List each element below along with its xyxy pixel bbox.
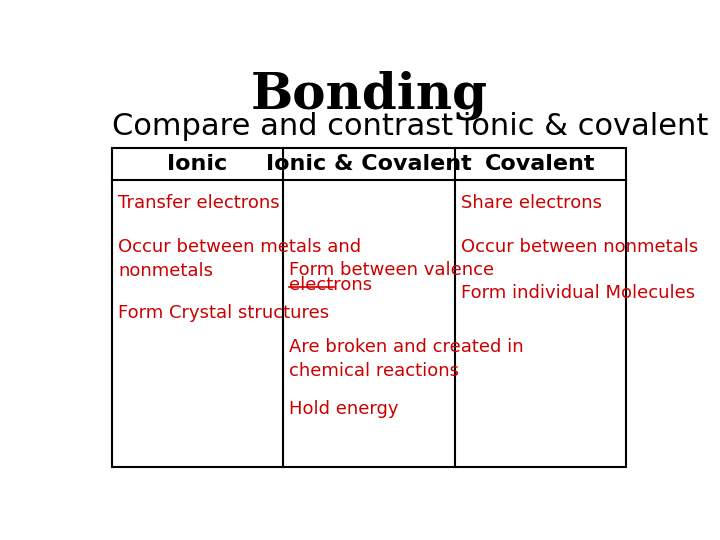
- Text: Transfer electrons: Transfer electrons: [118, 194, 279, 212]
- Text: Covalent: Covalent: [485, 154, 595, 174]
- Text: Form Crystal structures: Form Crystal structures: [118, 303, 329, 321]
- Bar: [112, 148, 626, 467]
- Text: Compare and contrast ionic & covalent bonds: Compare and contrast ionic & covalent bo…: [112, 112, 720, 141]
- Text: Bonding: Bonding: [251, 71, 487, 120]
- Text: Ionic & Covalent: Ionic & Covalent: [266, 154, 472, 174]
- Text: Hold energy: Hold energy: [289, 400, 399, 418]
- Text: Share electrons: Share electrons: [461, 194, 602, 212]
- Text: Occur between metals and
nonmetals: Occur between metals and nonmetals: [118, 238, 361, 280]
- Text: electrons: electrons: [289, 276, 372, 294]
- Text: Ionic: Ionic: [167, 154, 228, 174]
- Text: Are broken and created in
chemical reactions: Are broken and created in chemical react…: [289, 338, 524, 380]
- Text: Occur between nonmetals: Occur between nonmetals: [461, 238, 698, 256]
- Text: Form between valence: Form between valence: [289, 261, 495, 279]
- Text: Form individual Molecules: Form individual Molecules: [461, 284, 695, 302]
